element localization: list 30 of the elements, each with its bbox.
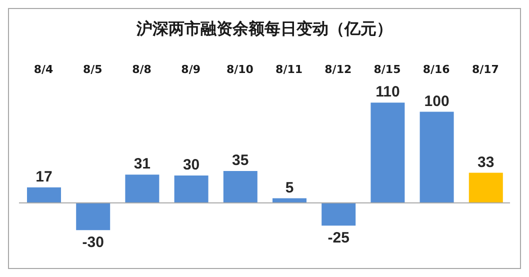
x-tick-label: 8/17 xyxy=(472,63,499,76)
x-tick-label: 8/16 xyxy=(422,63,450,76)
bar xyxy=(370,102,405,203)
x-tick-label: 8/10 xyxy=(226,63,254,76)
bar xyxy=(174,176,208,203)
data-label: 33 xyxy=(478,154,494,171)
x-tick-label: 8/15 xyxy=(374,63,401,76)
x-tick-label: 8/4 xyxy=(34,63,54,76)
data-label: 17 xyxy=(36,168,52,186)
data-label: 31 xyxy=(134,156,151,173)
x-tick-label: 8/8 xyxy=(132,63,152,76)
bar xyxy=(322,202,356,226)
bar xyxy=(27,187,61,203)
bar xyxy=(125,174,160,203)
x-tick-label: 8/12 xyxy=(324,63,352,76)
x-tick-label: 8/9 xyxy=(181,63,201,76)
x-tick-label: 8/5 xyxy=(82,63,102,76)
bar xyxy=(223,170,258,203)
data-label: 35 xyxy=(232,152,249,169)
data-label: -30 xyxy=(82,234,104,252)
data-label: 110 xyxy=(376,84,400,101)
data-label: 5 xyxy=(285,179,294,196)
chart-title: 沪深两市融资余额每日变动（亿元） xyxy=(136,19,394,40)
data-label: -25 xyxy=(328,230,350,247)
data-label: 100 xyxy=(424,92,450,110)
bar xyxy=(76,202,110,230)
data-label: 30 xyxy=(182,156,200,174)
bar xyxy=(468,172,503,203)
x-tick-label: 8/11 xyxy=(276,63,303,76)
bar xyxy=(420,112,454,203)
